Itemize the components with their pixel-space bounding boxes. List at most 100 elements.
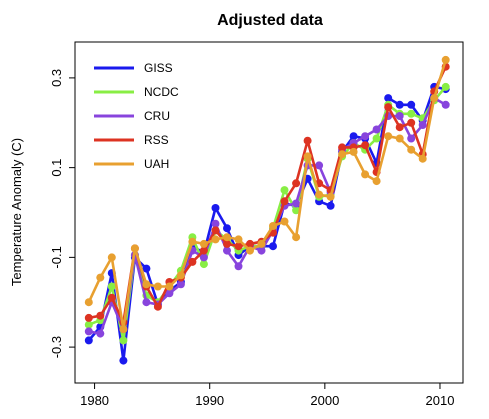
legend-item-cru: CRU: [94, 109, 170, 123]
data-point: [361, 170, 370, 179]
y-tick-label: -0.1: [49, 246, 64, 268]
data-point: [418, 121, 427, 129]
data-point: [269, 242, 277, 251]
data-point: [269, 222, 277, 230]
data-point: [257, 246, 266, 255]
data-point: [142, 298, 151, 307]
data-point: [142, 264, 151, 273]
data-point: [176, 271, 185, 280]
data-point: [153, 282, 162, 291]
legend: GISS NCDC CRU RSS UAH: [94, 61, 179, 171]
data-point: [234, 242, 243, 251]
legend-item-uah: UAH: [94, 157, 169, 171]
data-point: [395, 134, 404, 143]
series-cru: [84, 94, 450, 338]
data-point: [361, 132, 370, 141]
data-point: [280, 197, 289, 206]
data-point: [441, 82, 450, 91]
data-point: [407, 118, 416, 127]
data-point: [211, 219, 220, 228]
data-point: [326, 192, 335, 201]
data-point: [234, 235, 243, 244]
data-point: [372, 125, 381, 134]
data-point: [441, 55, 450, 64]
series-layer: [84, 55, 450, 365]
data-point: [211, 235, 220, 244]
data-point: [280, 217, 289, 226]
legend-label: UAH: [144, 157, 169, 171]
data-point: [199, 246, 208, 255]
legend-item-giss: GISS: [94, 61, 173, 75]
data-point: [407, 100, 416, 109]
data-point: [165, 289, 174, 298]
legend-label: RSS: [144, 133, 169, 147]
series-ncdc: [84, 82, 450, 345]
data-point: [211, 204, 220, 212]
data-point: [223, 239, 231, 248]
x-axis: 1980 1990 2000 2010: [80, 383, 454, 408]
data-point: [292, 179, 301, 188]
data-point: [234, 262, 243, 271]
data-point: [96, 329, 105, 338]
plot-frame: [74, 41, 464, 384]
data-point: [384, 94, 393, 103]
series-uah: [84, 55, 450, 334]
data-point: [315, 161, 324, 170]
series-line: [88, 86, 447, 342]
data-point: [211, 226, 220, 235]
y-tick-label: -0.3: [49, 336, 64, 358]
data-point: [292, 206, 301, 215]
data-point: [84, 298, 93, 307]
x-tick-label: 1990: [195, 393, 224, 408]
data-point: [107, 293, 116, 302]
data-point: [199, 239, 208, 248]
data-point: [84, 336, 93, 345]
y-axis-label: Temperature Anomaly (C): [9, 138, 24, 286]
y-axis: -0.3 -0.1 0.1 0.3: [49, 69, 75, 358]
data-point: [349, 147, 358, 156]
data-point: [96, 273, 105, 282]
data-point: [119, 356, 128, 365]
chart-title: Adjusted data: [217, 12, 323, 29]
data-point: [188, 237, 197, 246]
legend-item-ncdc: NCDC: [94, 85, 179, 99]
data-point: [142, 280, 151, 289]
data-point: [84, 320, 93, 329]
data-point: [107, 253, 116, 262]
data-point: [199, 260, 208, 269]
data-point: [292, 233, 301, 242]
data-point: [130, 244, 139, 253]
series-giss: [84, 82, 450, 365]
legend-label: NCDC: [144, 85, 179, 99]
data-point: [119, 325, 128, 334]
data-point: [119, 336, 128, 345]
data-point: [338, 143, 347, 152]
data-point: [395, 112, 404, 120]
data-point: [107, 282, 116, 291]
data-point: [176, 280, 185, 289]
legend-label: GISS: [144, 61, 173, 75]
data-point: [199, 253, 208, 262]
data-point: [361, 141, 370, 150]
data-point: [223, 233, 231, 242]
data-point: [246, 239, 254, 248]
data-point: [315, 190, 324, 199]
x-tick-label: 1980: [80, 393, 109, 408]
data-point: [395, 100, 404, 109]
data-point: [372, 134, 381, 143]
data-point: [257, 239, 266, 248]
data-point: [96, 311, 105, 320]
data-point: [303, 136, 312, 145]
data-point: [430, 94, 439, 103]
data-point: [407, 134, 416, 143]
legend-label: CRU: [144, 109, 170, 123]
data-point: [153, 302, 162, 311]
data-point: [384, 103, 393, 112]
data-point: [223, 246, 231, 255]
data-point: [84, 327, 93, 336]
data-point: [349, 132, 358, 141]
x-tick-label: 2000: [310, 393, 339, 408]
data-point: [188, 257, 197, 266]
data-point: [246, 246, 254, 255]
